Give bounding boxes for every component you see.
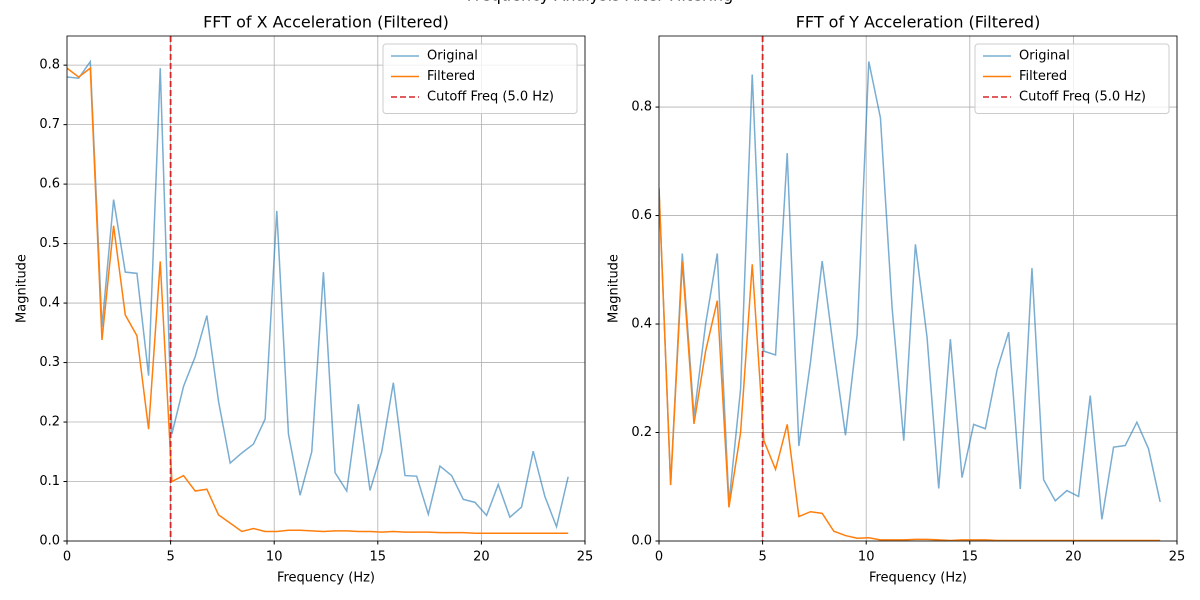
y-tick-label: 0.8 xyxy=(39,58,60,73)
y-axis-label: Magnitude xyxy=(607,254,622,323)
x-tick-label: 5 xyxy=(166,550,174,565)
x-axis-label: Frequency (Hz) xyxy=(277,571,375,586)
axes-frame xyxy=(658,35,1178,542)
x-tick-label: 15 xyxy=(962,550,979,565)
x-tick-label: 10 xyxy=(266,550,283,565)
y-tick-label: 0.2 xyxy=(39,415,60,430)
y-tick-label: 0.2 xyxy=(631,425,652,440)
figure-title: Frequency Analysis After Filtering xyxy=(467,0,734,5)
legend-box xyxy=(974,43,1170,114)
series-line xyxy=(659,61,1161,520)
chart-title: FFT of Y Acceleration (Filtered) xyxy=(796,13,1041,32)
y-tick-label: 0.0 xyxy=(39,534,60,549)
series-line xyxy=(659,188,1161,541)
legend-label: Filtered xyxy=(1019,69,1067,84)
axes-frame xyxy=(66,35,586,542)
y-tick-label: 0.6 xyxy=(631,208,652,223)
y-tick-label: 0.3 xyxy=(39,355,60,370)
y-tick-label: 0.5 xyxy=(39,236,60,251)
x-axis-label: Frequency (Hz) xyxy=(869,571,967,586)
y-tick-label: 0.7 xyxy=(39,117,60,132)
x-tick-label: 25 xyxy=(577,550,594,565)
y-axis-label: Magnitude xyxy=(15,254,30,323)
y-tick-label: 0.4 xyxy=(39,296,60,311)
legend-label: Cutoff Freq (5.0 Hz) xyxy=(1019,90,1146,105)
y-tick-label: 0.6 xyxy=(39,177,60,192)
x-tick-label: 20 xyxy=(473,550,490,565)
legend-label: Cutoff Freq (5.0 Hz) xyxy=(427,90,554,105)
plot-area xyxy=(659,36,1161,541)
y-tick-label: 0.8 xyxy=(631,100,652,115)
chart-title: FFT of X Acceleration (Filtered) xyxy=(203,13,449,32)
y-tick-label: 0.4 xyxy=(631,317,652,332)
plot-area xyxy=(67,36,569,541)
series-line xyxy=(67,59,569,530)
x-tick-label: 25 xyxy=(1169,550,1186,565)
x-tick-label: 5 xyxy=(758,550,766,565)
legend-label: Original xyxy=(1019,49,1070,64)
legend-label: Filtered xyxy=(427,69,475,84)
x-tick-label: 10 xyxy=(858,550,875,565)
x-tick-label: 0 xyxy=(63,550,71,565)
legend-label: Original xyxy=(427,49,478,64)
series-line xyxy=(67,66,569,535)
y-tick-label: 0.0 xyxy=(631,534,652,549)
legend-box xyxy=(382,43,578,114)
x-tick-label: 20 xyxy=(1065,550,1082,565)
y-tick-label: 0.1 xyxy=(39,474,60,489)
x-tick-label: 0 xyxy=(655,550,663,565)
x-tick-label: 15 xyxy=(370,550,387,565)
